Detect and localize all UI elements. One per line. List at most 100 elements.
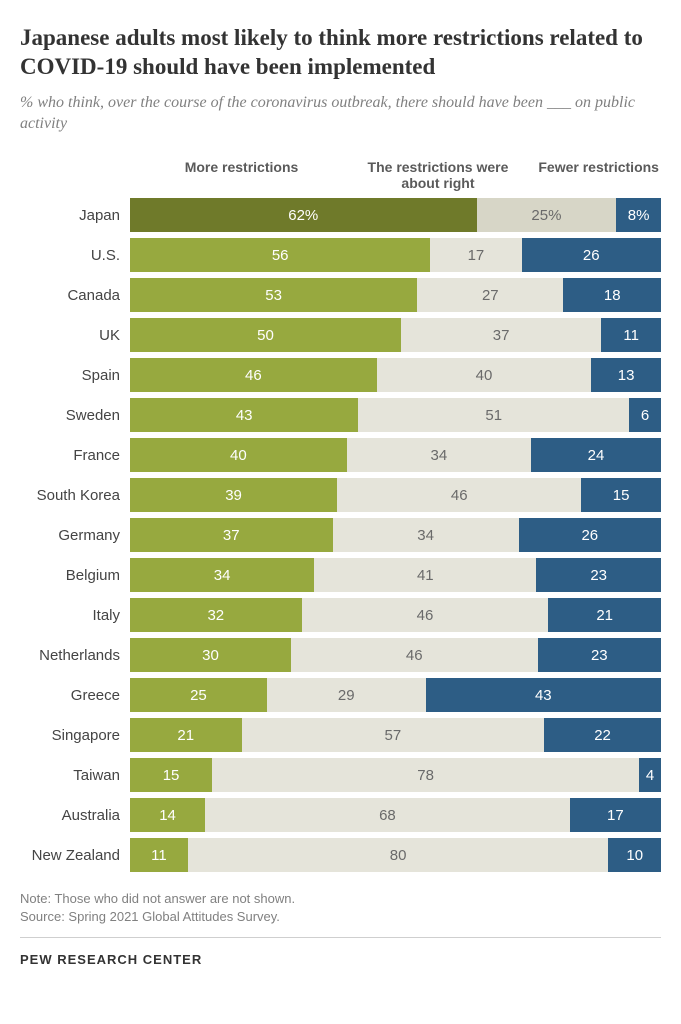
country-label: South Korea [20,487,130,504]
country-label: Spain [20,367,130,384]
segment-about-right: 34 [347,438,531,472]
segment-about-right: 78 [212,758,639,792]
bar-row: Australia146817 [20,798,661,832]
bar-track: 304623 [130,638,661,672]
country-label: Taiwan [20,767,130,784]
country-label: Belgium [20,567,130,584]
chart-subtitle: % who think, over the course of the coro… [20,92,661,135]
country-label: Australia [20,807,130,824]
bar-track: 146817 [130,798,661,832]
country-label: U.S. [20,247,130,264]
country-label: Italy [20,607,130,624]
segment-more: 15 [130,758,212,792]
segment-more: 62% [130,198,477,232]
legend-row: More restrictions The restrictions were … [20,159,661,193]
legend-about-right: The restrictions were about right [353,159,523,193]
bar-track: 561726 [130,238,661,272]
segment-about-right: 46 [337,478,581,512]
legend-more: More restrictions [130,159,353,193]
segment-more: 53 [130,278,417,312]
segment-about-right: 46 [302,598,549,632]
segment-fewer: 23 [536,558,661,592]
country-label: Singapore [20,727,130,744]
segment-more: 21 [130,718,242,752]
bar-row: Germany373426 [20,518,661,552]
segment-about-right: 41 [314,558,536,592]
note-text: Note: Those who did not answer are not s… [20,890,661,908]
segment-about-right: 27 [417,278,563,312]
segment-fewer: 17 [570,798,661,832]
segment-fewer: 13 [591,358,661,392]
segment-about-right: 37 [401,318,601,352]
bar-track: 464013 [130,358,661,392]
country-label: Greece [20,687,130,704]
segment-fewer: 24 [531,438,661,472]
segment-about-right: 80 [188,838,609,872]
bar-row: Greece252943 [20,678,661,712]
segment-fewer: 8% [616,198,661,232]
segment-fewer: 23 [538,638,661,672]
segment-about-right: 68 [205,798,570,832]
segment-fewer: 26 [519,518,661,552]
segment-about-right: 46 [291,638,538,672]
segment-fewer: 43 [426,678,661,712]
bar-row: Taiwan15784 [20,758,661,792]
bar-row: Italy324621 [20,598,661,632]
bar-track: 532718 [130,278,661,312]
segment-fewer: 18 [563,278,661,312]
segment-more: 56 [130,238,430,272]
divider [20,937,661,938]
country-label: UK [20,327,130,344]
bar-row: South Korea394615 [20,478,661,512]
bar-track: 215722 [130,718,661,752]
segment-fewer: 22 [544,718,661,752]
segment-more: 43 [130,398,358,432]
country-label: Sweden [20,407,130,424]
bar-row: Netherlands304623 [20,638,661,672]
segment-more: 11 [130,838,188,872]
bar-track: 118010 [130,838,661,872]
segment-about-right: 34 [333,518,519,552]
chart-notes: Note: Those who did not answer are not s… [20,890,661,926]
bar-track: 503711 [130,318,661,352]
source-text: Source: Spring 2021 Global Attitudes Sur… [20,908,661,926]
segment-more: 32 [130,598,302,632]
country-label: France [20,447,130,464]
legend-fewer: Fewer restrictions [523,159,661,193]
bar-row: France403424 [20,438,661,472]
bar-row: New Zealand118010 [20,838,661,872]
bar-track: 403424 [130,438,661,472]
footer-brand: PEW RESEARCH CENTER [20,952,661,967]
bar-track: 373426 [130,518,661,552]
segment-more: 34 [130,558,314,592]
segment-about-right: 51 [358,398,629,432]
bar-track: 324621 [130,598,661,632]
bar-rows: Japan62%25%8%U.S.561726Canada532718UK503… [20,198,661,872]
segment-more: 37 [130,518,333,552]
country-label: Germany [20,527,130,544]
segment-fewer: 26 [522,238,661,272]
bar-track: 62%25%8% [130,198,661,232]
bar-row: Sweden43516 [20,398,661,432]
bar-row: Japan62%25%8% [20,198,661,232]
country-label: Canada [20,287,130,304]
segment-more: 40 [130,438,347,472]
segment-about-right: 57 [242,718,545,752]
segment-more: 39 [130,478,337,512]
segment-fewer: 6 [629,398,661,432]
segment-more: 30 [130,638,291,672]
bar-row: Singapore215722 [20,718,661,752]
bar-track: 344123 [130,558,661,592]
country-label: Netherlands [20,647,130,664]
bar-row: Spain464013 [20,358,661,392]
segment-about-right: 17 [430,238,521,272]
segment-fewer: 4 [639,758,661,792]
segment-more: 50 [130,318,401,352]
segment-about-right: 25% [477,198,617,232]
segment-fewer: 11 [601,318,661,352]
country-label: New Zealand [20,847,130,864]
bar-track: 43516 [130,398,661,432]
segment-more: 46 [130,358,377,392]
segment-more: 25 [130,678,267,712]
chart-title: Japanese adults most likely to think mor… [20,24,661,82]
